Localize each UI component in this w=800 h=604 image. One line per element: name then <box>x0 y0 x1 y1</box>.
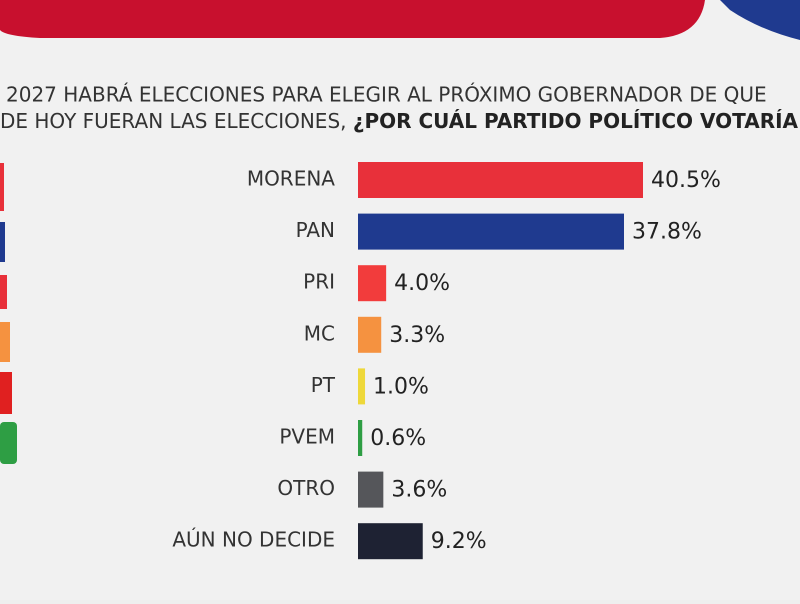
bar <box>358 213 624 250</box>
bar <box>358 471 384 508</box>
category-label: OTRO <box>277 476 335 500</box>
value-label: 1.0% <box>373 374 429 399</box>
bar <box>358 523 423 560</box>
category-label: MC <box>304 321 335 345</box>
value-label: 3.3% <box>389 323 445 348</box>
party-logo <box>0 222 5 262</box>
subtitle-question: ¿POR CUÁL PARTIDO POLÍTICO VOTARÍA <box>353 109 799 133</box>
subtitle-text: DE HOY FUERAN LAS ELECCIONES, <box>0 109 353 133</box>
top-banner <box>0 0 705 38</box>
bar <box>358 368 366 405</box>
bar <box>358 162 643 198</box>
subtitle-line: DE HOY FUERAN LAS ELECCIONES, ¿POR CUÁL … <box>0 109 799 133</box>
party-logo <box>0 322 10 362</box>
bar <box>358 265 387 302</box>
party-logo <box>0 163 4 211</box>
value-label: 3.6% <box>391 478 447 503</box>
bar <box>358 420 363 456</box>
subtitle-line: 2027 HABRÁ ELECCIONES PARA ELEGIR AL PRÓ… <box>6 83 767 107</box>
category-label: PVEM <box>279 425 335 449</box>
value-label: 9.2% <box>431 529 487 554</box>
category-label: AÚN NO DECIDE <box>172 528 335 552</box>
category-label: PRI <box>303 270 335 294</box>
party-logo <box>0 422 17 464</box>
party-logo <box>0 275 7 309</box>
category-label: PT <box>311 373 336 397</box>
bar <box>358 316 382 353</box>
value-label: 40.5% <box>651 168 721 193</box>
value-label: 37.8% <box>632 220 702 245</box>
value-label: 0.6% <box>370 426 426 451</box>
top-banner-blue <box>720 0 800 40</box>
value-label: 4.0% <box>394 271 450 296</box>
category-label: MORENA <box>247 167 335 191</box>
category-label: PAN <box>296 218 335 242</box>
party-logo <box>0 372 12 414</box>
